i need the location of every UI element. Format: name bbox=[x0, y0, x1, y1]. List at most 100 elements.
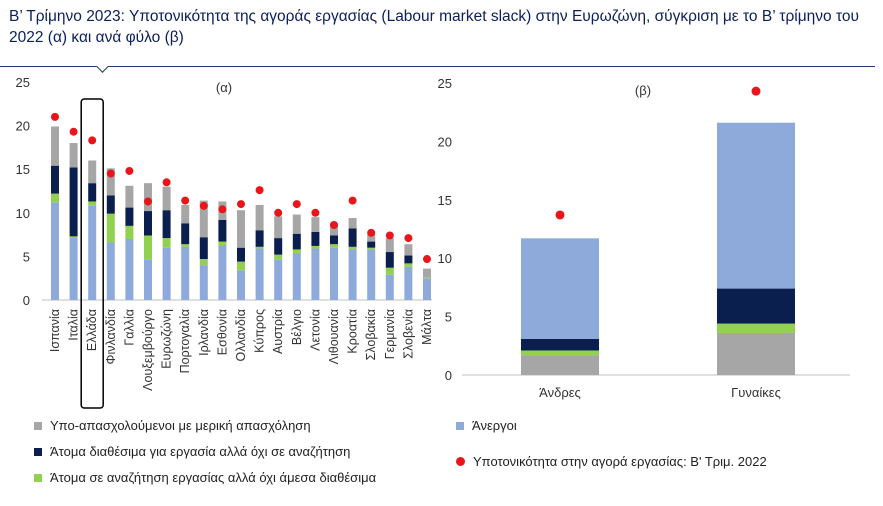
a-dot-2022 bbox=[199, 201, 208, 210]
a-bar-unemployed bbox=[218, 245, 227, 300]
a-ytick-label: 20 bbox=[16, 119, 30, 134]
a-bar-unemployed bbox=[51, 202, 59, 300]
legend-seeking-not-available: Άτομα σε αναζήτηση εργασίας αλλά όχι άμε… bbox=[34, 470, 376, 485]
a-ytick-label: 5 bbox=[23, 249, 30, 264]
a-bar-unemployed bbox=[311, 248, 320, 300]
b-bar-available_not_seeking bbox=[717, 288, 795, 324]
b-ytick-label: 10 bbox=[438, 251, 452, 266]
b-category-label: Γυναίκες bbox=[731, 385, 781, 400]
a-bar-underemployed bbox=[255, 204, 264, 231]
a-ytick-label: 15 bbox=[16, 162, 30, 177]
a-dot-2022 bbox=[162, 178, 171, 187]
legend-swatch-seeking-not-available bbox=[34, 473, 42, 482]
a-dot-2022 bbox=[330, 221, 338, 230]
a-bar-underemployed bbox=[181, 204, 190, 224]
a-dot-2022 bbox=[367, 228, 376, 237]
a-dot-2022 bbox=[237, 200, 245, 209]
a-category-label: Λιθουανία bbox=[327, 309, 341, 364]
title-rule bbox=[0, 66, 875, 67]
a-bar-available_not_seeking bbox=[292, 233, 301, 250]
b-panel-label: (β) bbox=[635, 83, 651, 98]
title-text: Υποτονικότητα της αγοράς εργασίας (Labou… bbox=[9, 8, 859, 46]
a-bar-underemployed bbox=[144, 183, 152, 212]
legend-swatch-unemployed bbox=[456, 421, 464, 430]
b-bar-available_not_seeking bbox=[521, 338, 599, 351]
b-bar-underemployed bbox=[717, 332, 795, 375]
a-category-label: Πορτογαλία bbox=[178, 309, 192, 373]
a-bar-seeking_not_available bbox=[237, 261, 245, 271]
legend-available-not-seeking: Άτομα διαθέσιμα για εργασία αλλά όχι σε … bbox=[34, 444, 350, 459]
a-bar-underemployed bbox=[292, 214, 301, 234]
a-bar-unemployed bbox=[181, 246, 190, 300]
a-bar-available_not_seeking bbox=[199, 237, 208, 260]
a-bar-available_not_seeking bbox=[218, 219, 227, 242]
a-category-label: Σλοβενία bbox=[401, 309, 415, 359]
legend-unemployed: Άνεργοι bbox=[456, 418, 517, 433]
a-bar-seeking_not_available bbox=[330, 244, 338, 248]
a-bar-available_not_seeking bbox=[69, 167, 78, 237]
chart-title: Β’ Τρίμηνο 2023: Υποτονικότητα της αγορά… bbox=[9, 6, 879, 48]
b-bar-unemployed bbox=[717, 122, 795, 289]
a-dot-2022 bbox=[385, 231, 394, 240]
a-dot-2022 bbox=[311, 208, 320, 217]
legend-label-slack-2022: Υποτονικότητα στην αγορά εργασίας: Β' Τρ… bbox=[473, 454, 767, 469]
b-ytick-label: 20 bbox=[438, 134, 452, 149]
a-bar-available_not_seeking bbox=[274, 238, 283, 255]
legend-slack-2022: Υποτονικότητα στην αγορά εργασίας: Β' Τρ… bbox=[456, 454, 767, 469]
a-category-label: Μάλτα bbox=[420, 309, 434, 345]
a-bar-available_not_seeking bbox=[106, 195, 115, 214]
a-bar-available_not_seeking bbox=[367, 241, 376, 248]
a-bar-seeking_not_available bbox=[404, 263, 413, 267]
a-bar-available_not_seeking bbox=[88, 183, 97, 202]
a-category-label: Κροατία bbox=[346, 309, 360, 354]
a-category-label: Ολλανδία bbox=[234, 309, 248, 361]
a-bar-seeking_not_available bbox=[125, 225, 134, 239]
a-bar-unemployed bbox=[423, 278, 431, 300]
a-bar-available_not_seeking bbox=[385, 252, 394, 268]
a-bar-unemployed bbox=[237, 270, 245, 300]
legend-swatch-available-not-seeking bbox=[34, 447, 42, 456]
a-category-label: Φινλανδία bbox=[104, 309, 118, 365]
a-bar-seeking_not_available bbox=[274, 254, 283, 260]
a-category-label: Λετονία bbox=[308, 309, 322, 351]
a-bar-seeking_not_available bbox=[144, 235, 152, 260]
a-bar-unemployed bbox=[125, 238, 134, 300]
a-bar-underemployed bbox=[367, 234, 376, 242]
a-bar-unemployed bbox=[367, 249, 376, 300]
a-bar-available_not_seeking bbox=[125, 207, 134, 226]
a-highlight-box bbox=[80, 98, 104, 409]
legend-dot-slack-2022 bbox=[456, 457, 465, 466]
a-bar-seeking_not_available bbox=[162, 238, 171, 248]
a-bar-seeking_not_available bbox=[88, 201, 97, 206]
a-category-label: Ευρωζώνη bbox=[160, 309, 174, 369]
a-dot-2022 bbox=[106, 169, 115, 178]
a-dot-2022 bbox=[404, 234, 413, 243]
a-dot-2022 bbox=[181, 196, 190, 205]
a-bar-available_not_seeking bbox=[255, 230, 264, 247]
a-bar-unemployed bbox=[199, 265, 208, 300]
a-bar-unemployed bbox=[348, 249, 357, 300]
a-bar-seeking_not_available bbox=[423, 277, 431, 279]
a-category-label: Ελλάδα bbox=[85, 309, 99, 351]
a-bar-unemployed bbox=[255, 248, 264, 300]
b-bar-underemployed bbox=[521, 355, 599, 375]
a-bar-unemployed bbox=[69, 238, 78, 300]
a-bar-seeking_not_available bbox=[218, 241, 227, 246]
b-ytick-label: 25 bbox=[438, 76, 452, 91]
a-category-label: Λουξεμβούργο bbox=[141, 309, 155, 391]
b-ytick-label: 15 bbox=[438, 193, 452, 208]
b-ytick-label: 5 bbox=[445, 310, 452, 325]
a-category-label: Κύπρος bbox=[253, 309, 267, 353]
a-bar-underemployed bbox=[199, 200, 208, 238]
a-bar-available_not_seeking bbox=[404, 255, 413, 264]
a-bar-unemployed bbox=[385, 274, 394, 300]
a-bar-underemployed bbox=[51, 126, 59, 166]
a-bar-underemployed bbox=[385, 238, 394, 253]
b-ytick-label: 0 bbox=[445, 368, 452, 383]
a-bar-seeking_not_available bbox=[292, 249, 301, 253]
a-bar-available_not_seeking bbox=[348, 228, 357, 247]
a-category-label: Ισπανία bbox=[48, 309, 62, 352]
a-bar-underemployed bbox=[311, 217, 320, 232]
a-dot-2022 bbox=[88, 136, 97, 145]
